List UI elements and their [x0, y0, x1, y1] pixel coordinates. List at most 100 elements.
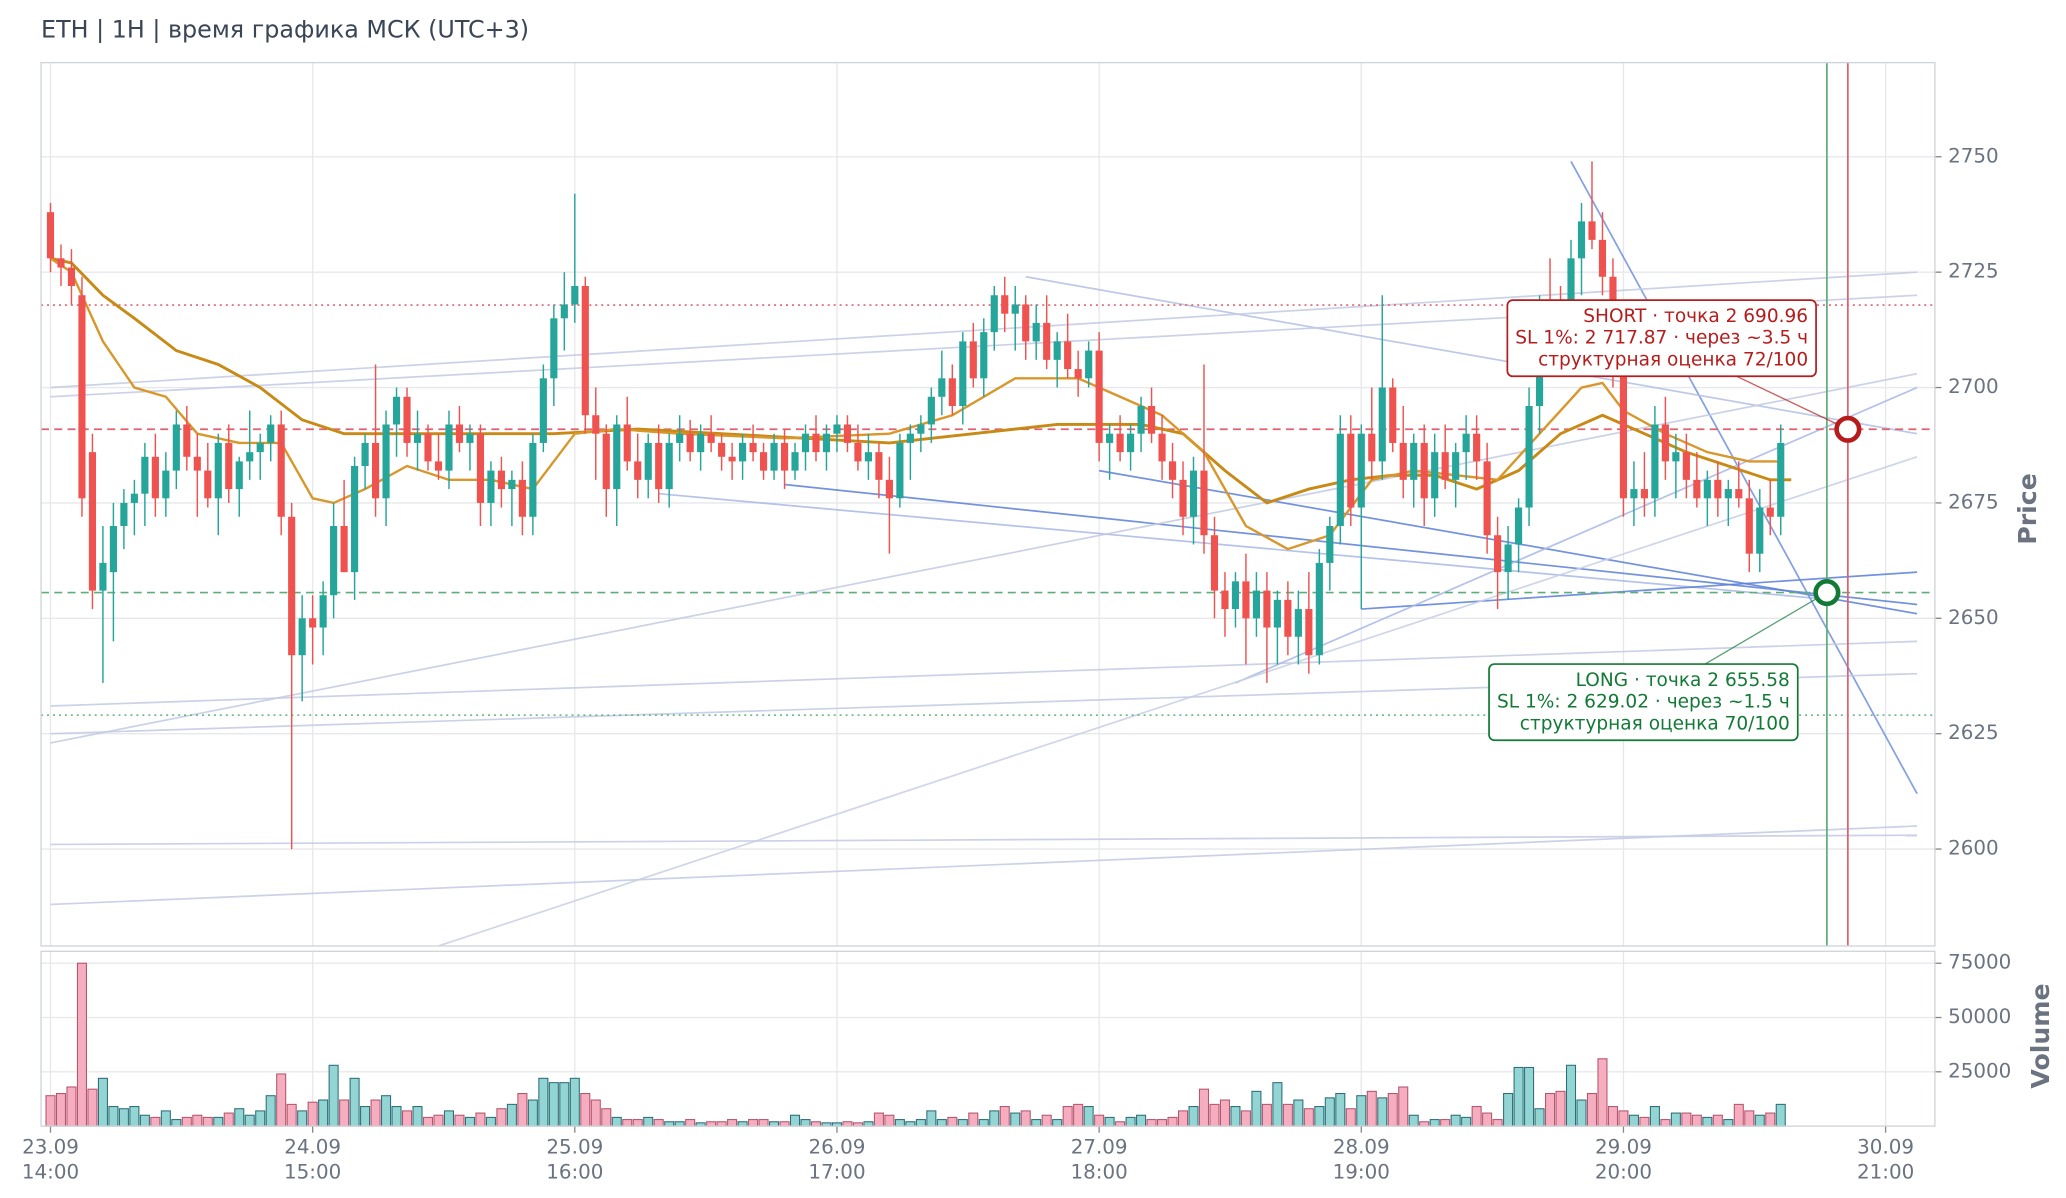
volume-bar [1754, 1114, 1765, 1127]
candle-body [330, 525, 338, 596]
trend-line [438, 455, 1918, 946]
volume-bar [999, 1106, 1010, 1127]
volume-bar [947, 1116, 958, 1127]
candle-body [309, 618, 317, 628]
volume-bar [244, 1114, 255, 1127]
volume-bar [1524, 1066, 1535, 1127]
candle-body [634, 461, 642, 480]
volume-bar [1670, 1112, 1681, 1127]
volume-bar [1471, 1106, 1482, 1127]
volume-frame [40, 950, 1936, 1127]
volume-bar [1649, 1106, 1660, 1127]
signal-marker [1813, 578, 1841, 607]
candle-body [109, 525, 117, 573]
volume-bar [181, 1116, 192, 1127]
candle-body [151, 456, 159, 499]
volume-bar [915, 1119, 926, 1127]
volume-bar [1733, 1103, 1744, 1127]
y-tick-label: 2700 [1948, 375, 1999, 398]
candle-body [1661, 424, 1669, 462]
candle-body [340, 525, 348, 573]
candle-body [969, 341, 977, 379]
x-tick-label: 30.09 21:00 [1857, 1135, 1914, 1183]
trend-line [1235, 386, 1918, 684]
volume-bar [1565, 1064, 1577, 1127]
moving-average [50, 256, 1792, 505]
volume-bar [1219, 1099, 1230, 1127]
volume-bar [580, 1092, 591, 1127]
volume-bar [1503, 1092, 1514, 1127]
candle-body [1588, 221, 1596, 240]
volume-bar [76, 962, 87, 1127]
y-tick-label: 2725 [1948, 260, 1999, 283]
candle-body [1399, 442, 1407, 480]
volume-bar [1272, 1082, 1283, 1127]
candle-body [1462, 433, 1470, 453]
candle-body [833, 424, 841, 434]
volume-bar [1492, 1119, 1503, 1127]
volume-bar [443, 1110, 455, 1127]
candle-body [445, 424, 453, 471]
volume-bar [1104, 1116, 1115, 1127]
candle-body [78, 295, 86, 499]
volume-bar [894, 1119, 905, 1127]
candle-body [298, 618, 306, 656]
volume-bar [1198, 1088, 1210, 1127]
candle-body [529, 442, 537, 517]
candle-body [1263, 590, 1271, 628]
candle-body [739, 442, 747, 462]
trend-line [1570, 160, 1918, 795]
trend-line [50, 825, 1918, 906]
candle-body [791, 452, 799, 471]
volume-bar [1261, 1103, 1272, 1127]
volume-bar [1010, 1112, 1021, 1127]
volume-bar [1482, 1112, 1493, 1127]
candle-body [1242, 581, 1250, 619]
candle-body [518, 479, 526, 517]
candle-body [1714, 479, 1722, 499]
y-tick-label: 2650 [1948, 606, 1999, 629]
volume-bar [412, 1106, 423, 1127]
candle-body [885, 479, 893, 499]
x-tick-label: 28.09 19:00 [1333, 1135, 1390, 1183]
candle-body [1064, 341, 1072, 370]
candle-body [1074, 369, 1082, 379]
candle-body [1766, 507, 1774, 517]
volume-bar [1618, 1110, 1629, 1127]
candle-body [1326, 525, 1334, 563]
candle-body [1619, 369, 1628, 499]
volume-bar [1398, 1086, 1409, 1127]
volume-bar [590, 1099, 601, 1127]
price-frame [40, 61, 1936, 947]
candle-body [1420, 442, 1428, 499]
candle-body [1127, 433, 1135, 453]
annotation-text: SHORT · точка 2 690.96 [1583, 306, 1808, 327]
volume-bar [328, 1064, 339, 1127]
volume-bar [1597, 1058, 1608, 1127]
volume-bar [611, 1116, 622, 1127]
candle-body [1221, 590, 1229, 610]
candle-body [351, 466, 359, 573]
volume-bar [129, 1106, 140, 1127]
candle-body [1284, 599, 1292, 637]
volume-tick-label: 75000 [1948, 951, 2011, 974]
candle-body [1200, 470, 1208, 536]
volume-bar [1125, 1116, 1136, 1127]
candle-body [1179, 479, 1187, 517]
candle-body [1724, 489, 1732, 499]
volume-bar [1702, 1116, 1713, 1127]
volume-bar [1031, 1119, 1042, 1127]
candle-body [1231, 581, 1240, 610]
annotation-connector [1704, 591, 1828, 665]
volume-bar [538, 1077, 549, 1127]
volume-bar [1188, 1106, 1199, 1127]
candle-body [896, 442, 904, 499]
candle-body [718, 442, 726, 457]
volume-bar [1293, 1099, 1304, 1127]
candle-body [162, 470, 170, 499]
volume-bar [1450, 1114, 1461, 1127]
volume-bar [548, 1082, 559, 1127]
volume-bar [1555, 1090, 1566, 1127]
candle-body [980, 332, 988, 379]
